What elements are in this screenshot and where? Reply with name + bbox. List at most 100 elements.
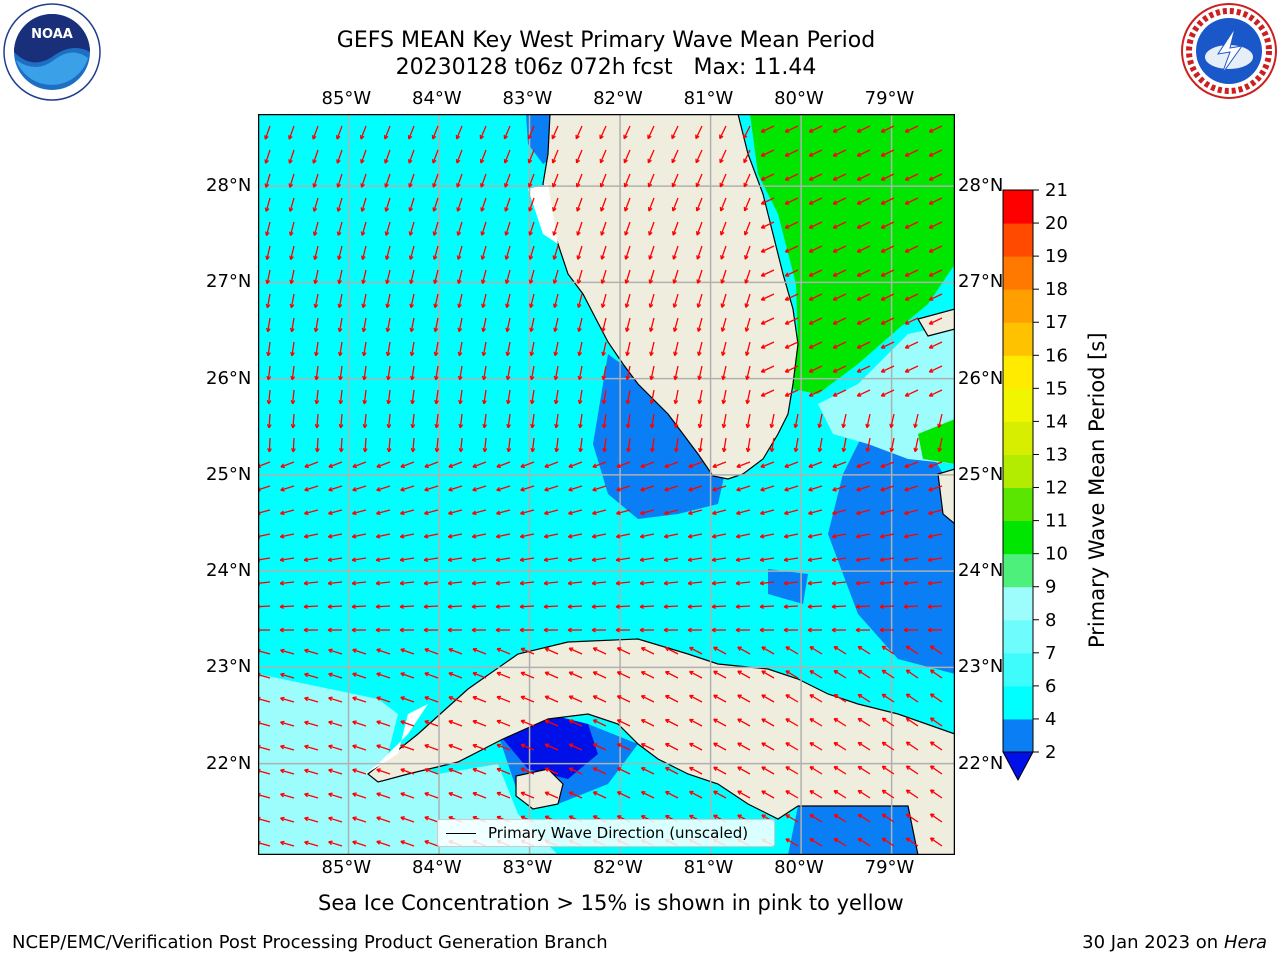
colorbar-tick-label: 13 <box>1045 444 1068 465</box>
wave-direction-arrow <box>424 672 439 679</box>
wave-direction-arrow <box>304 720 319 727</box>
wave-direction-arrow <box>577 341 583 357</box>
wave-direction-arrow <box>832 509 847 516</box>
wave-direction-arrow <box>689 694 703 703</box>
colorbar-band <box>1003 685 1033 720</box>
wave-direction-arrow <box>856 461 871 469</box>
wave-direction-arrow <box>504 245 511 260</box>
lat-label-left: 24°N <box>206 560 252 582</box>
wave-direction-arrow <box>623 125 631 140</box>
wave-direction-arrow <box>600 221 607 236</box>
wave-direction-arrow <box>352 792 367 799</box>
wave-direction-arrow <box>592 461 607 469</box>
wave-direction-arrow <box>664 485 679 492</box>
wave-direction-arrow <box>640 509 655 516</box>
wave-direction-arrow <box>832 485 847 492</box>
bahamas-land <box>937 468 955 525</box>
wave-direction-arrow <box>592 695 607 703</box>
colorbar-band <box>1003 619 1033 654</box>
wave-direction-arrow <box>760 389 775 397</box>
wave-direction-arrow <box>904 293 919 301</box>
wave-direction-arrow <box>472 719 487 727</box>
wave-direction-arrow <box>352 840 367 847</box>
wave-direction-arrow <box>519 557 535 563</box>
wave-direction-arrow <box>456 269 463 284</box>
wave-direction-arrow <box>743 125 751 140</box>
wave-direction-arrow <box>280 485 295 492</box>
wave-direction-arrow <box>783 533 799 539</box>
lon-label-top: 84°W <box>412 88 462 109</box>
wave-direction-arrow <box>424 509 439 516</box>
wave-direction-arrow <box>785 814 799 823</box>
wave-direction-arrow <box>327 604 343 609</box>
wave-direction-arrow <box>735 557 751 563</box>
wave-direction-arrow <box>625 365 631 381</box>
wave-direction-arrow <box>304 792 319 799</box>
lon-label-bottom: 85°W <box>321 857 372 878</box>
wave-direction-arrow <box>809 742 823 751</box>
wave-direction-arrow <box>904 173 919 181</box>
wave-direction-arrow <box>289 293 295 309</box>
wave-direction-arrow <box>937 437 943 453</box>
wave-direction-arrow <box>410 389 416 405</box>
wave-direction-arrow <box>759 604 775 609</box>
wave-direction-arrow <box>400 485 415 492</box>
wave-direction-arrow <box>881 717 895 727</box>
wave-direction-arrow <box>362 365 367 381</box>
wave-direction-arrow <box>832 173 847 181</box>
wave-direction-arrow <box>314 389 320 405</box>
wave-direction-arrow <box>807 533 823 539</box>
wave-direction-arrow <box>760 293 775 301</box>
wave-direction-arrow <box>639 580 655 586</box>
wave-direction-arrow <box>506 413 511 429</box>
wave-direction-arrow <box>719 149 727 164</box>
lat-label-right: 22°N <box>958 752 1004 774</box>
wave-direction-arrow <box>554 437 560 453</box>
lon-label-top: 85°W <box>321 88 372 109</box>
wave-direction-arrow <box>290 365 296 381</box>
wave-direction-arrow <box>362 413 368 429</box>
wave-direction-arrow <box>591 557 607 563</box>
wave-direction-arrow <box>927 580 943 586</box>
wave-direction-arrow <box>880 389 895 397</box>
wave-direction-arrow <box>314 413 320 429</box>
wave-direction-arrow <box>905 669 919 679</box>
wave-direction-arrow <box>431 149 439 164</box>
wave-direction-arrow <box>424 485 439 492</box>
wave-direction-arrow <box>785 670 799 679</box>
wave-direction-arrow <box>785 742 799 751</box>
wave-direction-arrow <box>448 719 463 727</box>
wave-direction-arrow <box>328 648 343 655</box>
wave-direction-arrow <box>303 533 319 539</box>
wave-direction-arrow <box>529 365 535 381</box>
wave-direction-arrow <box>568 509 583 516</box>
wave-direction-arrow <box>400 461 415 469</box>
wave-direction-arrow <box>711 557 727 563</box>
wave-direction-arrow <box>434 413 440 429</box>
wave-direction-arrow <box>400 696 415 703</box>
wave-direction-arrow <box>601 389 607 405</box>
wave-direction-arrow <box>265 317 271 333</box>
wave-direction-arrow <box>616 461 631 469</box>
wave-direction-arrow <box>592 509 607 516</box>
wave-direction-arrow <box>695 173 703 188</box>
wave-direction-arrow <box>808 197 823 205</box>
wave-direction-arrow <box>929 741 943 751</box>
wave-direction-arrow <box>809 694 823 703</box>
wave-direction-arrow <box>639 557 655 563</box>
wave-direction-arrow <box>352 768 367 775</box>
wave-direction-arrow <box>328 840 343 847</box>
wave-direction-arrow <box>929 717 943 727</box>
wave-direction-arrow <box>649 413 655 429</box>
wave-direction-arrow <box>568 671 583 679</box>
wave-direction-arrow <box>352 485 367 492</box>
colorbar-title: Primary Wave Mean Period [s] <box>1085 332 1109 648</box>
wave-direction-arrow <box>856 389 871 397</box>
wave-direction-arrow <box>279 580 295 586</box>
wave-direction-arrow <box>472 671 487 679</box>
wave-direction-arrow <box>312 173 319 188</box>
wave-direction-arrow <box>352 461 367 469</box>
wave-direction-arrow <box>496 509 511 516</box>
wave-direction-arrow <box>327 533 343 539</box>
wave-direction-arrow <box>687 533 703 539</box>
